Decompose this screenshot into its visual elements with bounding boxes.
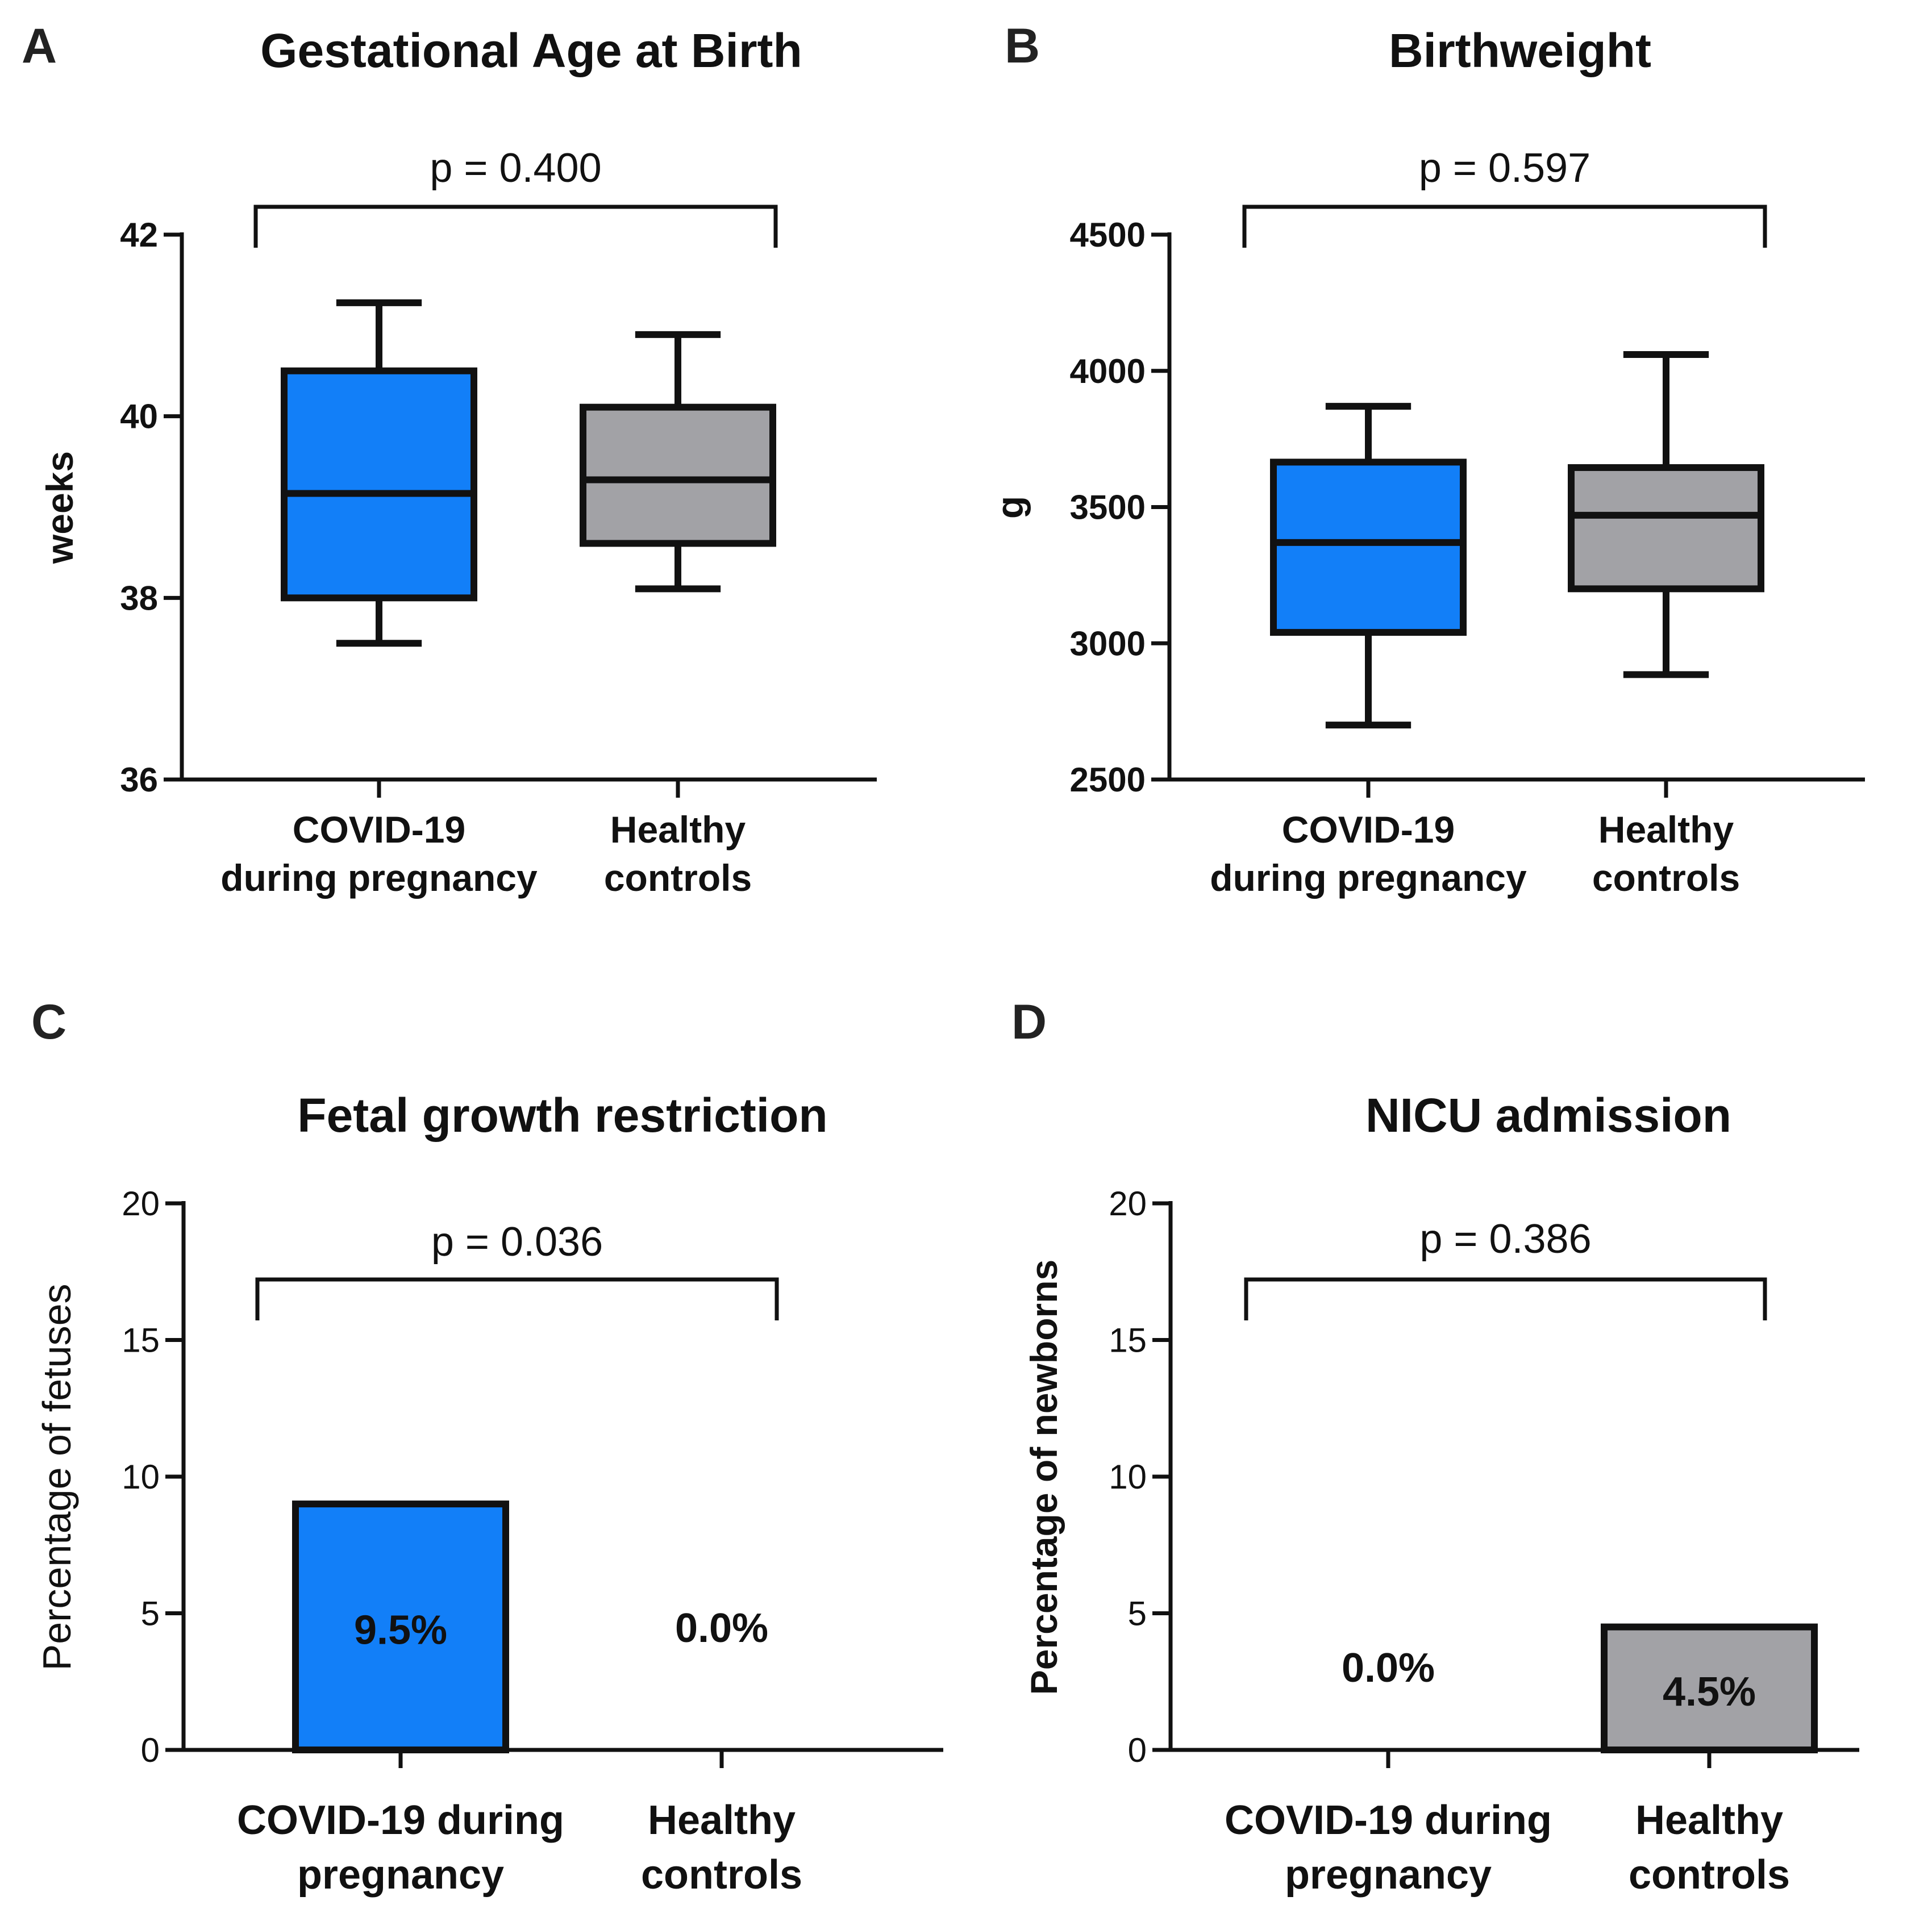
y-axis-label: Percentage of fetuses: [35, 1284, 79, 1671]
x-tick-label: Healthy controls: [604, 808, 752, 899]
x-tick-label: COVID-19 during pregnancy: [1225, 1798, 1552, 1898]
y-tick-label: 15: [122, 1322, 160, 1360]
chart-panel-a: A Gestational Age at Birth weeks 36 38 40 42 CO…: [22, 19, 877, 899]
p-value-label: p = 0.386: [1419, 1216, 1591, 1262]
x-tick-label: COVID-19 during pregnancy: [237, 1798, 564, 1898]
chart-title: NICU admission: [1365, 1089, 1731, 1142]
y-tick-label: 2500: [1070, 761, 1146, 799]
y-axis-label: Percentage of newborns: [1023, 1260, 1065, 1695]
y-axis-label: g: [989, 496, 1031, 519]
significance-bracket: [1244, 1277, 1767, 1320]
x-tick-label: Healthy controls: [641, 1798, 802, 1898]
p-value-label: p = 0.400: [430, 145, 601, 191]
x-tick-label: COVID-19 during pregnancy: [1210, 808, 1527, 899]
box-iqr: [1568, 464, 1764, 593]
y-tick-label: 3500: [1070, 489, 1146, 527]
bar-data-label: 4.5%: [1663, 1669, 1756, 1715]
y-tick-label: 10: [1109, 1458, 1147, 1496]
panel-letter: D: [1011, 995, 1047, 1049]
y-tick-label: 0: [141, 1731, 160, 1769]
y-tick-label: 36: [120, 761, 158, 799]
chart-panel-d: D NICU admission Percentage of newborns 0 5 1…: [1011, 995, 1859, 1898]
y-tick-label: 5: [1128, 1595, 1147, 1633]
chart-title: Fetal growth restriction: [297, 1089, 827, 1142]
bar-data-label: 9.5%: [354, 1608, 447, 1653]
y-tick-label: 20: [1109, 1185, 1147, 1223]
panel-letter: B: [1005, 19, 1040, 73]
chart-title: Birthweight: [1389, 24, 1651, 77]
x-tick-label: COVID-19 during pregnancy: [220, 808, 538, 899]
y-tick-label: 4000: [1070, 352, 1146, 390]
y-tick-label: 0: [1128, 1731, 1147, 1769]
y-axis-label: weeks: [39, 451, 81, 564]
bar-data-label: 0.0%: [675, 1606, 768, 1651]
y-tick-label: 38: [120, 579, 158, 617]
significance-bracket: [253, 205, 778, 248]
chart-panel-b: B Birthweight g 2500 3000 3500 4000 4500 COVID-1…: [989, 19, 1865, 899]
bar-data-label: 0.0%: [1342, 1645, 1435, 1691]
y-tick-label: 10: [122, 1458, 160, 1496]
y-tick-label: 4500: [1070, 216, 1146, 254]
y-tick-label: 20: [122, 1185, 160, 1223]
bar: [1601, 1623, 1818, 1754]
bar: [292, 1500, 509, 1754]
x-tick-label: Healthy controls: [1592, 808, 1740, 899]
x-tick-label: Healthy controls: [1629, 1798, 1790, 1898]
box-iqr: [281, 367, 477, 602]
chart-panel-c: C Fetal growth restriction Percentage of f…: [31, 995, 943, 1898]
box-iqr: [580, 403, 776, 547]
significance-bracket: [255, 1277, 779, 1320]
significance-bracket: [1242, 205, 1767, 248]
y-tick-label: 42: [120, 216, 158, 254]
panel-letter: C: [31, 995, 66, 1049]
box-iqr: [1270, 459, 1467, 636]
p-value-label: p = 0.036: [431, 1219, 603, 1265]
y-tick-label: 15: [1109, 1322, 1147, 1360]
y-tick-label: 3000: [1070, 624, 1146, 662]
p-value-label: p = 0.597: [1419, 145, 1590, 191]
y-tick-label: 40: [120, 398, 158, 436]
panel-letter: A: [22, 19, 57, 73]
y-tick-label: 5: [141, 1595, 160, 1633]
chart-title: Gestational Age at Birth: [260, 24, 802, 77]
